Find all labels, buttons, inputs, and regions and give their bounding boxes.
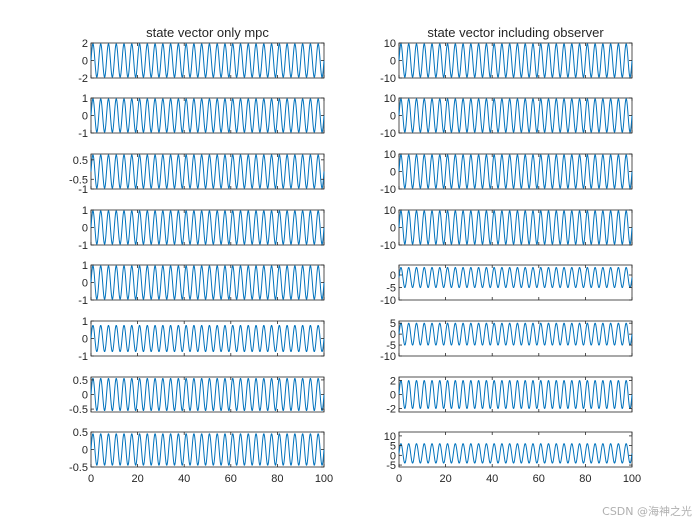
subplot-title: state vector only mpc bbox=[146, 25, 269, 40]
y-tick-label: -10 bbox=[380, 128, 396, 140]
y-tick-label: 1 bbox=[82, 93, 88, 105]
y-tick-label: 0 bbox=[82, 223, 88, 235]
x-tick-label: 100 bbox=[315, 473, 333, 485]
y-tick-label: 0 bbox=[82, 56, 88, 68]
y-tick-label: 1 bbox=[82, 316, 88, 328]
y-tick-label: -10 bbox=[380, 240, 396, 252]
y-tick-label: -2 bbox=[386, 404, 396, 416]
series-line bbox=[90, 324, 325, 353]
y-tick-label: -5 bbox=[386, 340, 396, 352]
series-line bbox=[398, 443, 633, 464]
series-line bbox=[398, 210, 633, 245]
y-tick-label: -0.5 bbox=[69, 404, 88, 416]
y-tick-label: 0 bbox=[390, 56, 396, 68]
y-tick-label: 10 bbox=[384, 93, 396, 105]
y-tick-label: 10 bbox=[384, 149, 396, 161]
subplot-axes bbox=[398, 431, 633, 468]
series-line bbox=[90, 378, 325, 411]
y-tick-label: -0.5 bbox=[69, 462, 88, 474]
y-tick-label: 0 bbox=[390, 450, 396, 462]
x-tick-label: 60 bbox=[225, 473, 237, 485]
subplot-axes bbox=[398, 264, 633, 301]
y-tick-label: 0 bbox=[82, 111, 88, 123]
series-line bbox=[398, 154, 633, 189]
y-tick-label: 0 bbox=[82, 334, 88, 346]
x-tick-label: 40 bbox=[486, 473, 498, 485]
y-tick-label: -0.5 bbox=[69, 174, 88, 186]
series-line bbox=[398, 267, 633, 288]
y-tick-label: -10 bbox=[380, 295, 396, 307]
y-tick-label: 0 bbox=[390, 223, 396, 235]
y-tick-label: 5 bbox=[390, 441, 396, 453]
y-tick-label: 0 bbox=[82, 445, 88, 457]
x-tick-label: 0 bbox=[88, 473, 94, 485]
y-tick-label: 10 bbox=[384, 205, 396, 217]
y-tick-label: 5 bbox=[390, 318, 396, 330]
y-tick-label: -5 bbox=[386, 460, 396, 472]
series-line bbox=[90, 43, 325, 78]
x-tick-label: 80 bbox=[271, 473, 283, 485]
y-tick-label: 0 bbox=[390, 111, 396, 123]
y-tick-label: -1 bbox=[78, 351, 88, 363]
x-tick-label: 100 bbox=[623, 473, 641, 485]
y-tick-label: -1 bbox=[78, 184, 88, 196]
y-tick-label: 0 bbox=[390, 270, 396, 282]
series-line bbox=[398, 98, 633, 133]
series-line bbox=[90, 433, 325, 466]
series-line bbox=[90, 265, 325, 300]
x-tick-label: 0 bbox=[396, 473, 402, 485]
y-tick-label: 0.5 bbox=[73, 155, 88, 167]
watermark: CSDN @海神之光 bbox=[602, 505, 692, 518]
y-tick-label: 0 bbox=[390, 329, 396, 341]
y-tick-label: 0 bbox=[390, 390, 396, 402]
y-tick-label: 0.5 bbox=[73, 427, 88, 439]
y-tick-label: 0 bbox=[82, 390, 88, 402]
x-tick-label: 20 bbox=[131, 473, 143, 485]
x-tick-label: 40 bbox=[178, 473, 190, 485]
y-tick-label: 1 bbox=[82, 205, 88, 217]
y-tick-label: 0 bbox=[390, 167, 396, 179]
y-tick-label: 1 bbox=[82, 260, 88, 272]
series-line bbox=[398, 43, 633, 78]
y-tick-label: 0 bbox=[82, 278, 88, 290]
y-tick-label: -2 bbox=[78, 73, 88, 85]
y-tick-label: -10 bbox=[380, 73, 396, 85]
y-tick-label: -1 bbox=[78, 128, 88, 140]
y-tick-label: -10 bbox=[380, 351, 396, 363]
y-tick-label: 10 bbox=[384, 431, 396, 443]
x-tick-label: 60 bbox=[533, 473, 545, 485]
series-line bbox=[398, 380, 633, 409]
series-line bbox=[90, 210, 325, 245]
x-tick-label: 20 bbox=[439, 473, 451, 485]
y-tick-label: -1 bbox=[78, 295, 88, 307]
series-line bbox=[90, 154, 325, 189]
series-line bbox=[398, 322, 633, 346]
series-line bbox=[90, 98, 325, 133]
subplot-title: state vector including observer bbox=[427, 25, 604, 40]
y-tick-label: 2 bbox=[390, 376, 396, 388]
y-tick-label: -10 bbox=[380, 184, 396, 196]
y-tick-label: 2 bbox=[82, 38, 88, 50]
y-tick-label: 0.5 bbox=[73, 375, 88, 387]
x-tick-label: 80 bbox=[579, 473, 591, 485]
y-tick-label: -5 bbox=[386, 283, 396, 295]
y-tick-label: -1 bbox=[78, 240, 88, 252]
y-tick-label: 10 bbox=[384, 38, 396, 50]
subplot-axes bbox=[398, 320, 633, 357]
